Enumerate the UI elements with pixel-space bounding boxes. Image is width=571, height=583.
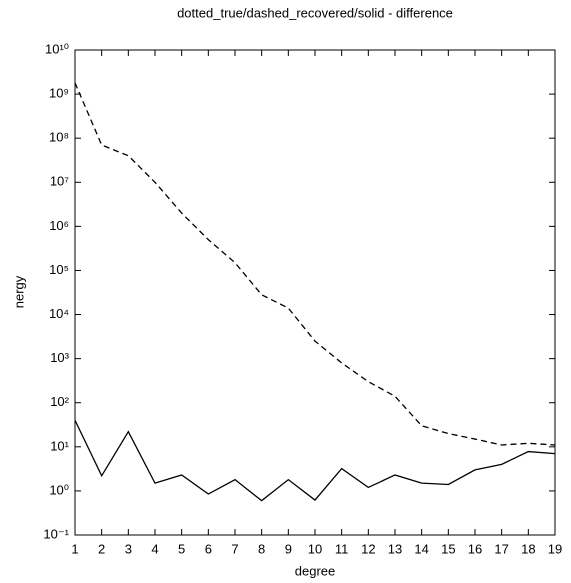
x-tick-label: 15	[441, 541, 455, 556]
x-tick-label: 4	[151, 541, 158, 556]
y-tick-label: 10⁹	[49, 86, 69, 101]
data-line	[74, 82, 556, 446]
y-tick-label: 10⁷	[50, 174, 69, 189]
y-tick-label: 10⁴	[49, 306, 69, 321]
y-axis-label: nergy	[11, 275, 26, 308]
x-tick-label: 3	[125, 541, 132, 556]
x-tick-label: 2	[98, 541, 105, 556]
x-tick-label: 19	[548, 541, 562, 556]
y-tick-label: 10⁰	[49, 482, 69, 497]
chart-title: dotted_true/dashed_recovered/solid - dif…	[177, 5, 453, 20]
plot-frame	[74, 49, 556, 536]
x-tick-label: 6	[205, 541, 212, 556]
x-tick-label: 1	[71, 541, 78, 556]
x-tick-label: 9	[285, 541, 292, 556]
y-tick-label: 10¹	[50, 438, 69, 453]
x-tick-label: 13	[388, 541, 402, 556]
y-tick-label: 10⁻¹	[43, 526, 69, 541]
x-tick-label: 17	[494, 541, 508, 556]
x-tick-label: 12	[361, 541, 375, 556]
x-tick-label: 11	[335, 541, 349, 556]
x-tick-label: 14	[414, 541, 428, 556]
y-tick-label: 10²	[50, 394, 69, 409]
y-tick-label: 10⁵	[49, 262, 69, 277]
x-tick-label: 8	[258, 541, 265, 556]
x-tick-label: 5	[178, 541, 185, 556]
y-tick-label: 10³	[50, 350, 69, 365]
x-tick-label: 18	[521, 541, 535, 556]
x-tick-label: 16	[468, 541, 482, 556]
y-tick-label: 10¹⁰	[45, 41, 69, 56]
y-tick-label: 10⁶	[49, 218, 69, 233]
x-tick-label: 10	[308, 541, 322, 556]
x-tick-label: 7	[231, 541, 238, 556]
x-axis-label: degree	[295, 563, 335, 578]
data-line	[74, 419, 556, 502]
y-tick-label: 10⁸	[49, 130, 69, 145]
